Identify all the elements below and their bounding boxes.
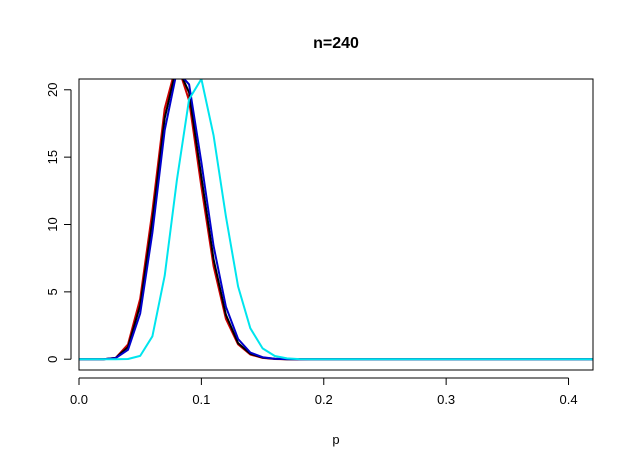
x-axis-label: p [332,432,339,447]
plot-frame [78,78,594,371]
y-tick-label: 0 [45,356,60,363]
y-tick-label: 10 [45,217,60,231]
y-axis: 0 5 10 15 20 [45,83,72,363]
y-tick-label: 20 [45,83,60,97]
y-tick-label: 15 [45,150,60,164]
series-line-4 [79,79,593,361]
x-tick-label: 0.3 [437,392,455,407]
x-tick-label: 0.0 [70,392,88,407]
chart-title: n=240 [313,35,359,52]
series-layer [79,79,593,361]
x-tick-label: 0.1 [192,392,210,407]
x-tick-label: 0.2 [315,392,333,407]
x-axis: 0.0 0.1 0.2 0.3 0.4 [70,377,578,407]
x-tick-label: 0.4 [559,392,577,407]
y-tick-label: 5 [45,288,60,295]
